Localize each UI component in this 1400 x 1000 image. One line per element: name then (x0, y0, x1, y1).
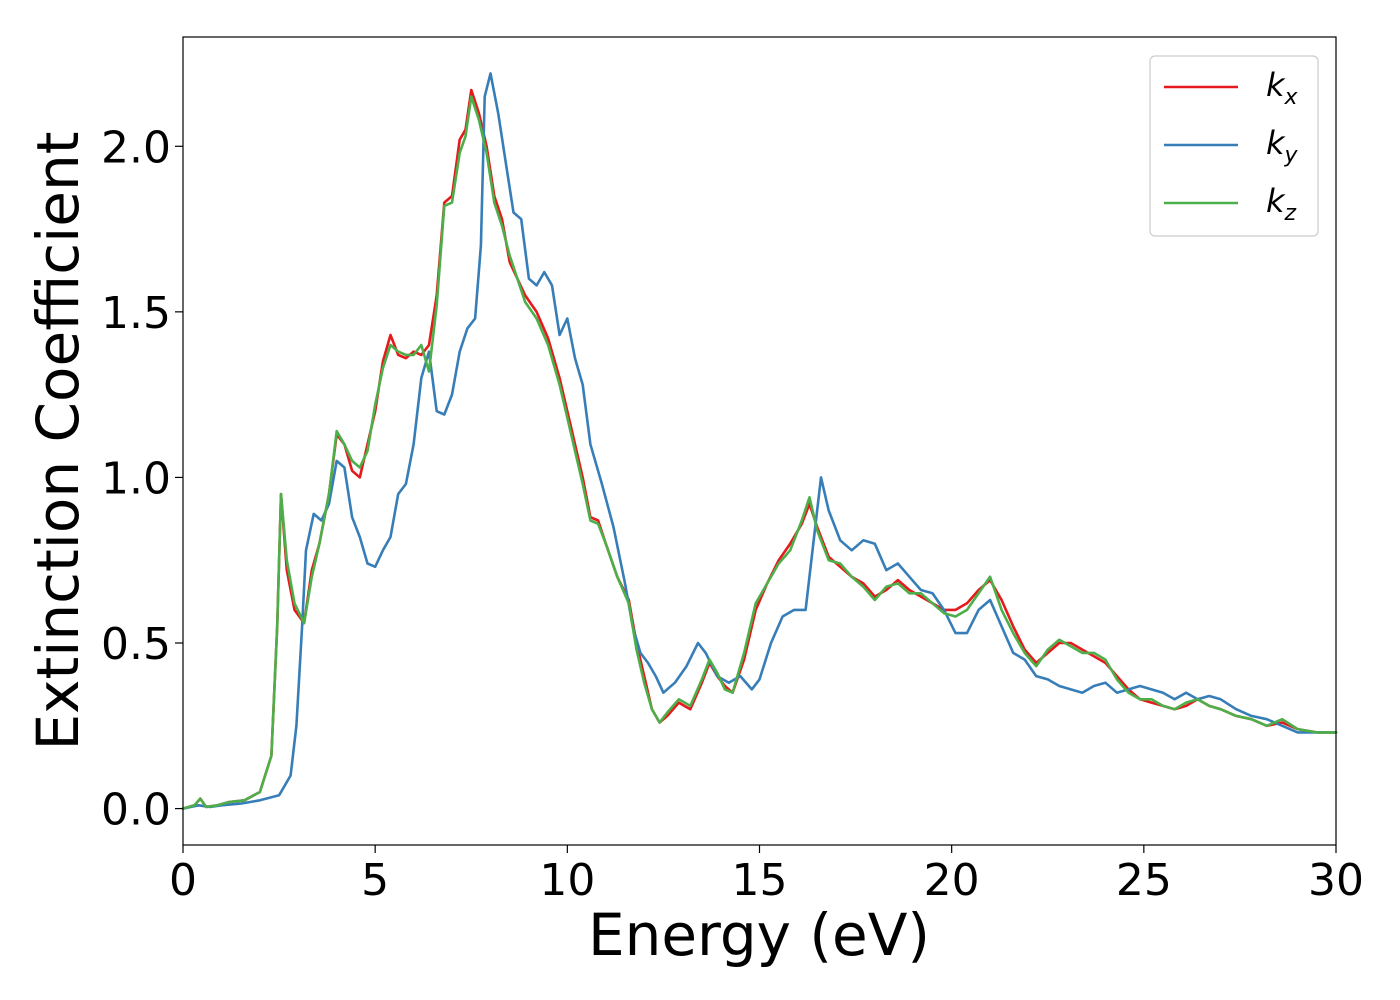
x-axis-label: Energy (eV) (588, 901, 930, 969)
x-tick-label: 30 (1308, 855, 1364, 906)
y-axis: 0.0 0.5 1.0 1.5 2.0 (101, 122, 183, 836)
x-tick-label: 10 (539, 855, 595, 906)
legend-label-kz: kz (1266, 182, 1297, 226)
legend-label-ky: ky (1266, 124, 1299, 168)
y-tick-label: 0.5 (101, 619, 171, 670)
legend: kx ky kz (1149, 55, 1319, 237)
y-tick-label: 0.0 (101, 785, 171, 836)
series-line-ky (181, 72, 1338, 810)
x-tick-label: 25 (1116, 855, 1172, 906)
y-tick-label: 1.5 (101, 288, 171, 339)
x-tick-label: 20 (924, 855, 980, 906)
y-axis-label: Extinction Coefficient (24, 132, 92, 751)
y-tick-label: 1.0 (101, 453, 171, 504)
x-tick-label: 5 (361, 855, 389, 906)
series-layer (181, 72, 1338, 810)
legend-label-kx: kx (1266, 66, 1299, 110)
x-axis: 0 5 10 15 20 25 30 (169, 845, 1364, 906)
series-line-kz (181, 95, 1338, 810)
x-tick-label: 15 (732, 855, 788, 906)
series-line-kx (181, 88, 1338, 810)
y-tick-label: 2.0 (101, 122, 171, 173)
x-tick-label: 0 (169, 855, 197, 906)
